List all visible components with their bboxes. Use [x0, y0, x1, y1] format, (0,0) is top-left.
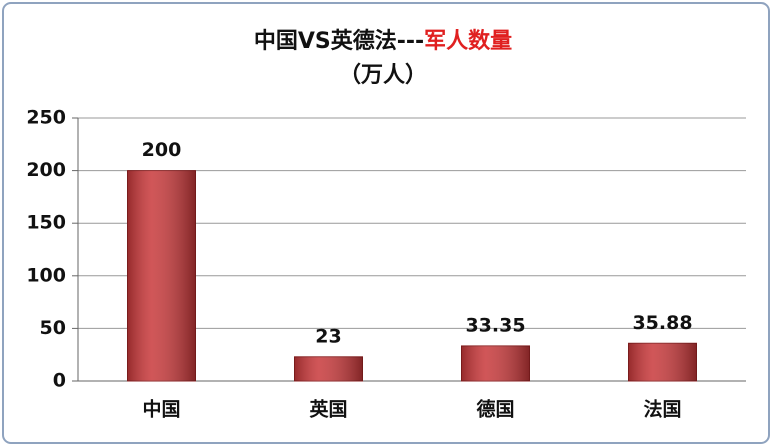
chart-subtitle: （万人） [339, 63, 427, 88]
y-tick-label: 0 [53, 370, 66, 392]
chart-title: 中国VS英德法---军人数量 [254, 28, 512, 54]
y-tick-label: 50 [40, 317, 66, 339]
x-tick-label: 中国 [142, 398, 180, 421]
bar-shade [461, 345, 530, 381]
y-tick-label: 100 [26, 264, 66, 286]
value-label: 23 [315, 325, 341, 347]
y-tick-label: 200 [26, 159, 66, 181]
value-label: 33.35 [465, 314, 525, 336]
x-tick-label: 法国 [643, 398, 681, 421]
y-tick-label: 250 [26, 107, 66, 129]
value-label: 200 [142, 139, 182, 161]
bar-shade [294, 356, 363, 381]
bar-shade [628, 343, 697, 381]
title-highlight: 军人数量 [424, 28, 512, 54]
y-tick-label: 150 [26, 212, 66, 234]
title-part: 中国VS英德法--- [254, 28, 424, 54]
x-tick-label: 德国 [476, 398, 514, 421]
x-tick-label: 英国 [309, 398, 347, 421]
value-label: 35.88 [632, 312, 692, 334]
bar-shade [127, 170, 196, 381]
